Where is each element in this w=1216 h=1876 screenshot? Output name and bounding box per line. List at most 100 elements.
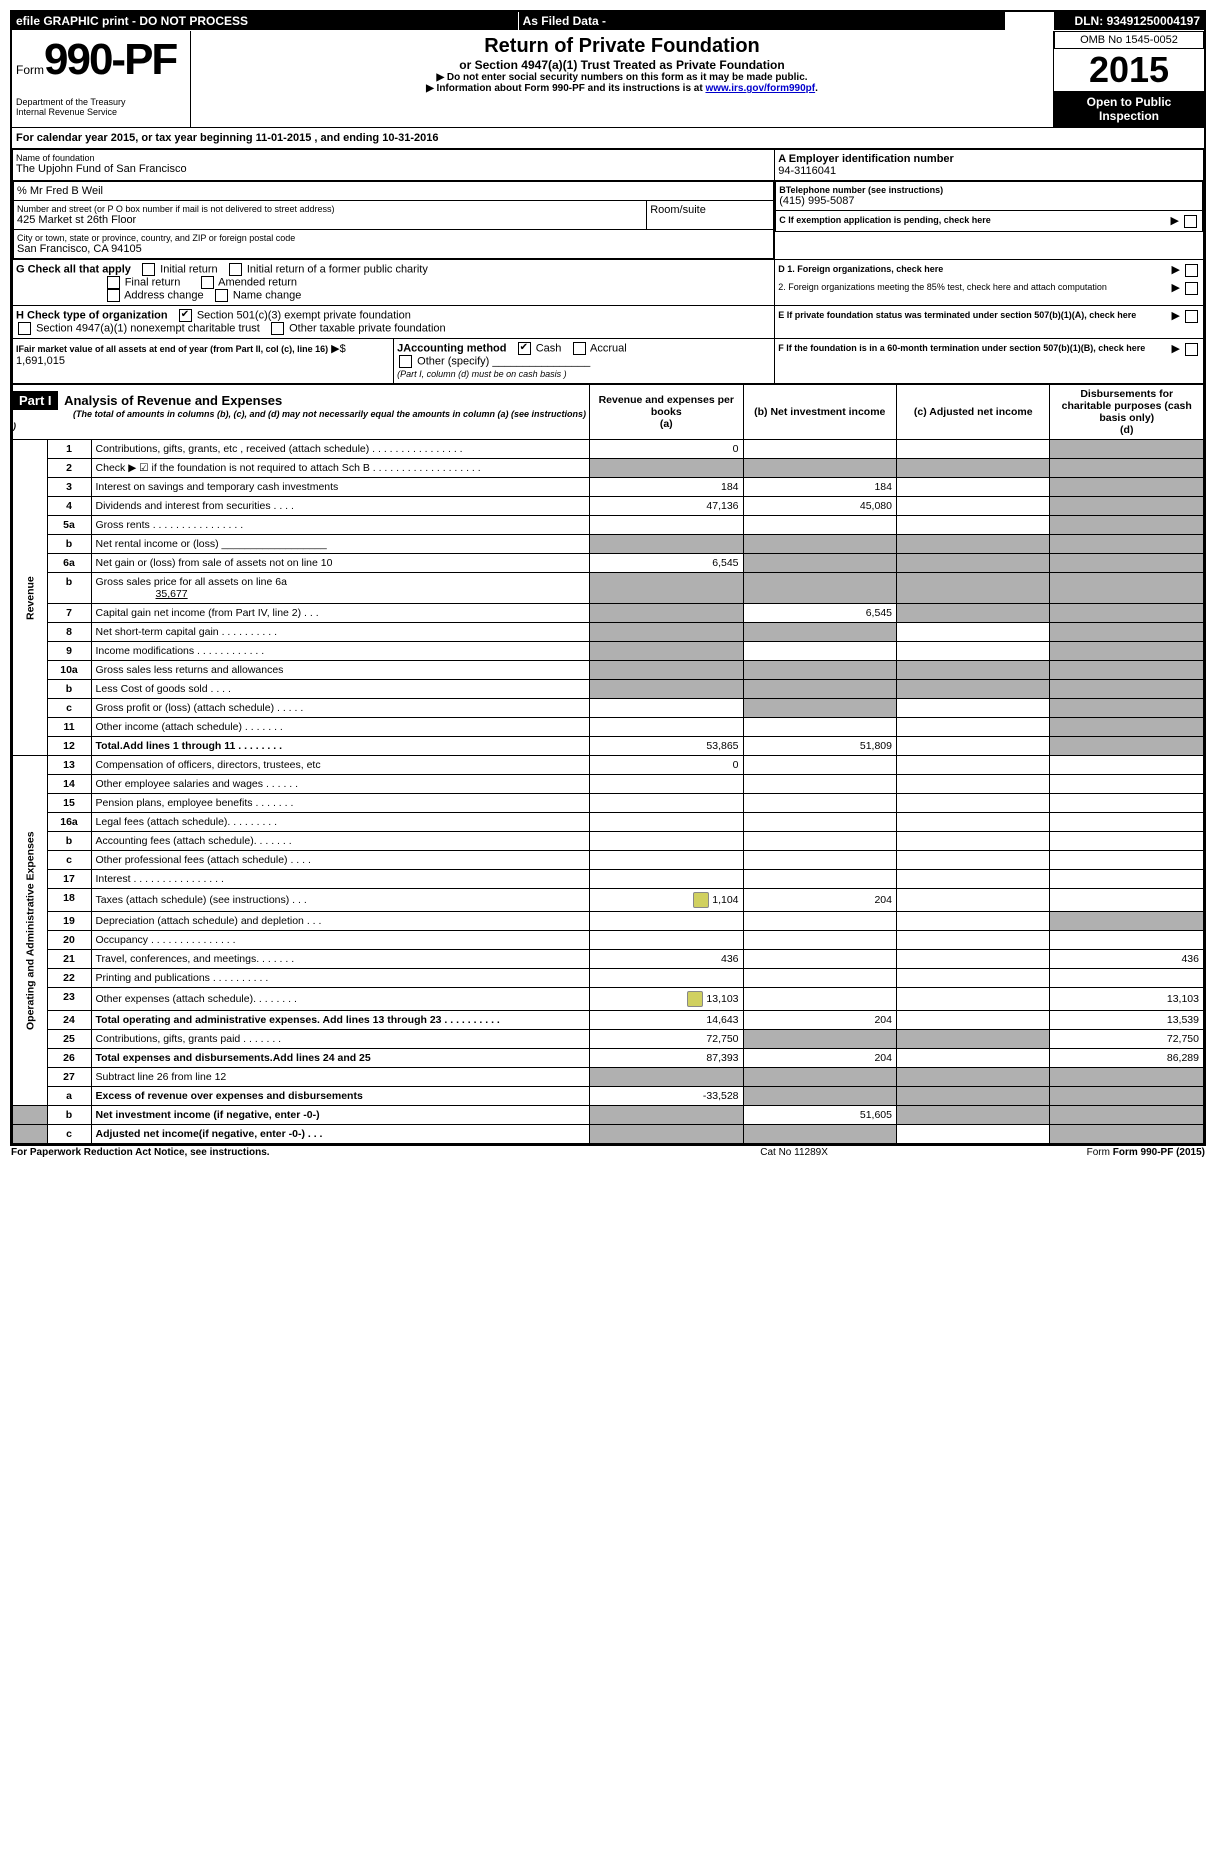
g-amended-checkbox[interactable] bbox=[201, 276, 214, 289]
amt-c bbox=[897, 604, 1050, 623]
amt-c bbox=[897, 1125, 1050, 1144]
g-o5: Address change bbox=[124, 289, 204, 301]
row-desc: Pension plans, employee benefits . . . .… bbox=[91, 794, 590, 813]
h-o2: Section 4947(a)(1) nonexempt charitable … bbox=[36, 322, 260, 334]
h-other-checkbox[interactable] bbox=[271, 322, 284, 335]
attachment-icon[interactable] bbox=[693, 892, 709, 908]
amt-d bbox=[1050, 775, 1204, 794]
d2-checkbox[interactable] bbox=[1185, 282, 1198, 295]
c-checkbox[interactable] bbox=[1184, 215, 1197, 228]
d1-checkbox[interactable] bbox=[1185, 264, 1198, 277]
amt-d bbox=[1050, 1106, 1204, 1125]
amt-d bbox=[1050, 969, 1204, 988]
amt-c bbox=[897, 756, 1050, 775]
row-desc: Income modifications . . . . . . . . . .… bbox=[91, 642, 590, 661]
e-checkbox[interactable] bbox=[1185, 310, 1198, 323]
amt-b: 6,545 bbox=[743, 604, 896, 623]
amt-d bbox=[1050, 573, 1204, 604]
g-o4: Amended return bbox=[218, 276, 297, 288]
row-num: b bbox=[47, 832, 91, 851]
g-final-checkbox[interactable] bbox=[107, 276, 120, 289]
j-other-checkbox[interactable] bbox=[399, 355, 412, 368]
amt-a: 436 bbox=[590, 950, 743, 969]
irs-label: Internal Revenue Service bbox=[16, 107, 186, 117]
row-num: 13 bbox=[47, 756, 91, 775]
g-address-checkbox[interactable] bbox=[107, 289, 120, 302]
col-c-tag: (c) bbox=[914, 406, 927, 418]
j-other: Other (specify) bbox=[417, 355, 489, 367]
table-row: 7Capital gain net income (from Part IV, … bbox=[13, 604, 1204, 623]
amt-b bbox=[743, 718, 896, 737]
row-num: 1 bbox=[47, 440, 91, 459]
j-cash: Cash bbox=[536, 342, 562, 354]
amt-a bbox=[590, 1125, 743, 1144]
row-num: 24 bbox=[47, 1011, 91, 1030]
addr-block: % Mr Fred B Weil Number and street (or P… bbox=[13, 181, 775, 260]
row-num: 14 bbox=[47, 775, 91, 794]
amt-c bbox=[897, 642, 1050, 661]
amt-b bbox=[743, 1087, 896, 1106]
row-desc: Subtract line 26 from line 12 bbox=[91, 1068, 590, 1087]
j-label: JAccounting method bbox=[397, 342, 506, 354]
g-o2: Initial return of a former public charit… bbox=[247, 263, 428, 275]
ein-value: 94-3116041 bbox=[778, 165, 1200, 177]
table-row: Revenue 1Contributions, gifts, grants, e… bbox=[13, 440, 1204, 459]
amt-c bbox=[897, 832, 1050, 851]
amt-b bbox=[743, 950, 896, 969]
amt-b bbox=[743, 756, 896, 775]
row-num: b bbox=[47, 573, 91, 604]
row-desc: Gross profit or (loss) (attach schedule)… bbox=[91, 699, 590, 718]
col-a-tag: (a) bbox=[660, 418, 673, 430]
j-accrual-checkbox[interactable] bbox=[573, 342, 586, 355]
form-id-box: Form990-PF Department of the Treasury In… bbox=[11, 31, 191, 128]
amt-c bbox=[897, 1106, 1050, 1125]
amt-b bbox=[743, 813, 896, 832]
table-row: 23Other expenses (attach schedule). . . … bbox=[13, 988, 1204, 1011]
amt-c bbox=[897, 497, 1050, 516]
j-cash-checkbox[interactable] bbox=[518, 342, 531, 355]
amt-c bbox=[897, 931, 1050, 950]
dln-cell: DLN: 93491250004197 bbox=[1054, 11, 1206, 31]
row-num: b bbox=[47, 535, 91, 554]
amt-c bbox=[897, 1068, 1050, 1087]
expenses-side-label: Operating and Administrative Expenses bbox=[13, 756, 48, 1106]
e-label: E If private foundation status was termi… bbox=[778, 310, 1136, 320]
form-container: efile GRAPHIC print - DO NOT PROCESS As … bbox=[10, 10, 1206, 1146]
row-desc: Legal fees (attach schedule). . . . . . … bbox=[91, 813, 590, 832]
row-desc: Less Cost of goods sold . . . . bbox=[91, 680, 590, 699]
amt-a: 72,750 bbox=[590, 1030, 743, 1049]
g-initial-checkbox[interactable] bbox=[142, 263, 155, 276]
part1-tag: Part I bbox=[13, 391, 58, 410]
i-block: IFair market value of all assets at end … bbox=[13, 339, 394, 384]
amt-d bbox=[1050, 1087, 1204, 1106]
amt-a bbox=[590, 851, 743, 870]
top-bar: efile GRAPHIC print - DO NOT PROCESS As … bbox=[11, 11, 1205, 31]
row-num: 16a bbox=[47, 813, 91, 832]
amt-b: 45,080 bbox=[743, 497, 896, 516]
row-num: 7 bbox=[47, 604, 91, 623]
row-desc: Printing and publications . . . . . . . … bbox=[91, 969, 590, 988]
g-initial-former-checkbox[interactable] bbox=[229, 263, 242, 276]
amt-c bbox=[897, 813, 1050, 832]
table-row: 17Interest . . . . . . . . . . . . . . .… bbox=[13, 870, 1204, 889]
f-checkbox[interactable] bbox=[1185, 343, 1198, 356]
amt-d bbox=[1050, 756, 1204, 775]
irs-link[interactable]: www.irs.gov/form990pf bbox=[705, 83, 815, 94]
row-num: 11 bbox=[47, 718, 91, 737]
row-num: 21 bbox=[47, 950, 91, 969]
note2-post: . bbox=[815, 83, 818, 94]
table-row: Operating and Administrative Expenses 13… bbox=[13, 756, 1204, 775]
amt-d bbox=[1050, 604, 1204, 623]
g-name-checkbox[interactable] bbox=[215, 289, 228, 302]
amt-a bbox=[590, 459, 743, 478]
amt-d bbox=[1050, 1068, 1204, 1087]
table-row: 15Pension plans, employee benefits . . .… bbox=[13, 794, 1204, 813]
tel-c-block: BTelephone number (see instructions) (41… bbox=[775, 181, 1204, 260]
amt-c bbox=[897, 851, 1050, 870]
h-501c3-checkbox[interactable] bbox=[179, 309, 192, 322]
row-num: 2 bbox=[47, 459, 91, 478]
amt-c bbox=[897, 680, 1050, 699]
h-4947-checkbox[interactable] bbox=[18, 322, 31, 335]
care-of: % Mr Fred B Weil bbox=[14, 182, 774, 201]
attachment-icon[interactable] bbox=[687, 991, 703, 1007]
